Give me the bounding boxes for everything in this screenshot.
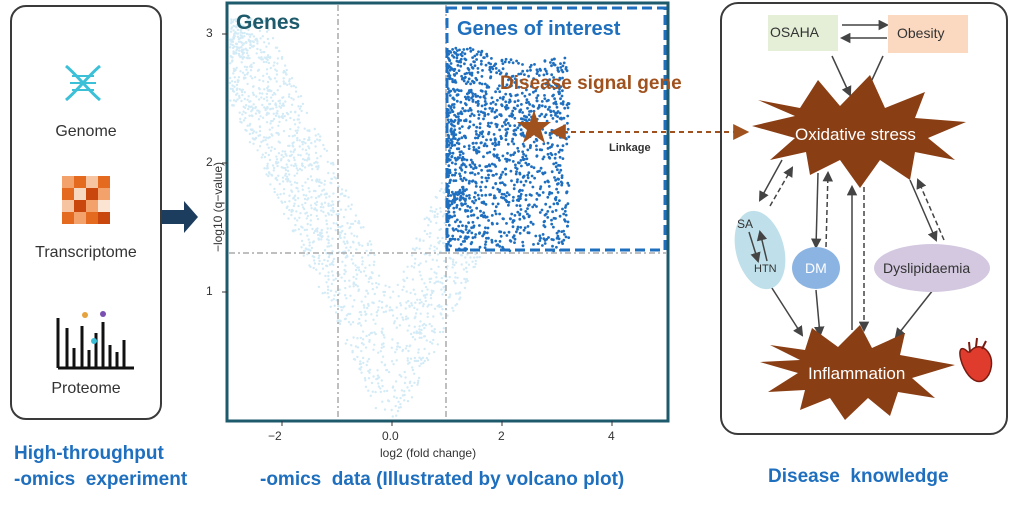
peak-dot-icon xyxy=(100,311,106,317)
experiment-caption-line1: High-throughput xyxy=(14,443,164,464)
peak-dot-icon xyxy=(91,338,97,344)
linkage-label: Linkage xyxy=(609,142,651,154)
inflammation-label: Inflammation xyxy=(808,364,906,383)
volcano-plot xyxy=(225,1,750,423)
x-tick-2: 2 xyxy=(498,429,505,443)
volcano-caption: -omics data (Illustrated by volcano plot… xyxy=(260,469,625,490)
heart-icon xyxy=(959,337,993,383)
knowledge-caption: Disease knowledge xyxy=(768,466,949,487)
dm-oval xyxy=(792,247,840,289)
knowledge-arrows xyxy=(758,19,945,339)
genes-of-interest-label: Genes of interest xyxy=(457,18,621,40)
heatmap-icon xyxy=(62,176,110,224)
peak-dot-icon xyxy=(82,312,88,318)
obesity-box xyxy=(888,15,968,53)
dyslipidaemia-oval xyxy=(874,244,990,292)
background-points xyxy=(228,18,482,418)
genome-label: Genome xyxy=(55,123,117,140)
x-tick-neg2: −2 xyxy=(268,429,282,443)
y-tick-1: 1 xyxy=(206,284,213,298)
disease-knowledge-panel xyxy=(720,2,1008,435)
genes-label: Genes xyxy=(236,11,301,34)
dm-label: DM xyxy=(805,260,827,276)
dyslipidaemia-label: Dyslipidaemia xyxy=(883,260,971,276)
dna-icon xyxy=(65,64,101,102)
inflammation-burst xyxy=(760,325,955,420)
interest-points xyxy=(446,46,571,253)
disease-signal-label: Disease signal gene xyxy=(500,73,682,94)
y-tick-3: 3 xyxy=(206,26,213,40)
x-axis-label: log2 (fold change) xyxy=(380,446,477,460)
disease-signal-star-icon xyxy=(517,110,551,143)
sa-label: SA xyxy=(737,217,754,231)
flow-arrow-icon xyxy=(162,201,198,233)
y-tick-2: 2 xyxy=(206,155,213,169)
oxidative-stress-burst xyxy=(752,75,966,188)
sa-htn-oval xyxy=(734,210,786,290)
osaha-label: OSAHA xyxy=(770,24,820,40)
proteome-label: Proteome xyxy=(51,380,121,397)
oxidative-stress-label: Oxidative stress xyxy=(795,125,916,144)
transcriptome-label: Transcriptome xyxy=(35,244,137,261)
omics-experiment-panel xyxy=(10,5,162,420)
spectrum-icon xyxy=(56,318,134,370)
obesity-label: Obesity xyxy=(897,25,945,41)
experiment-caption-line2: -omics experiment xyxy=(14,469,188,490)
y-axis-label: −log10 (q−value) xyxy=(211,161,225,253)
osaha-box xyxy=(768,15,838,51)
x-tick-4: 4 xyxy=(608,429,615,443)
htn-label: HTN xyxy=(754,263,777,275)
x-tick-0: 0.0 xyxy=(382,429,399,443)
